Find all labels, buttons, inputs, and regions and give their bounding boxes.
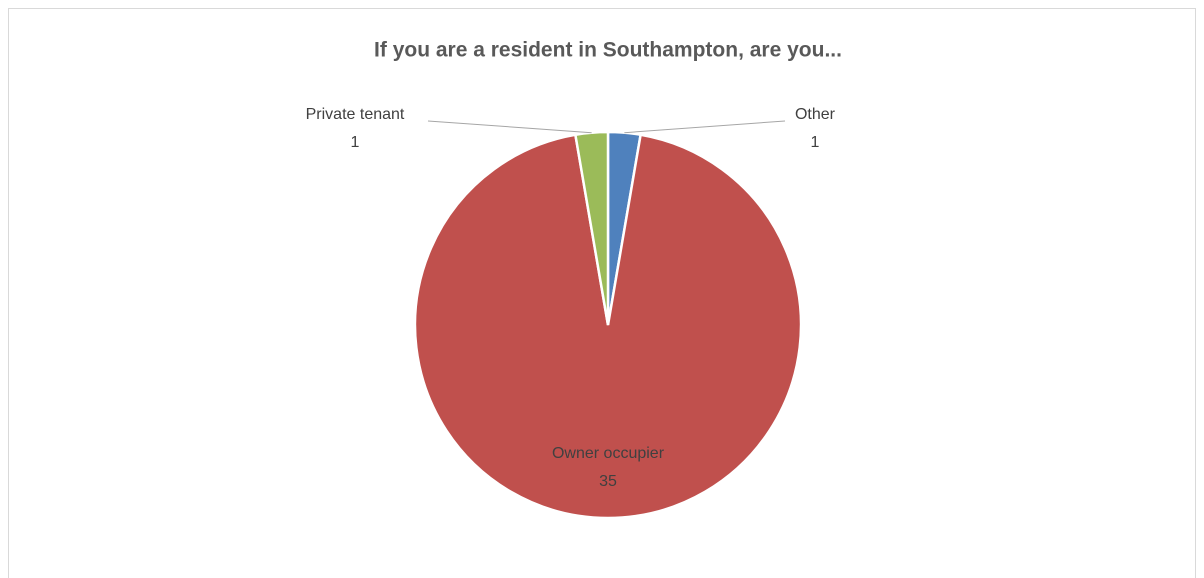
- leader-line: [427, 120, 592, 134]
- chart-title: If you are a resident in Southampton, ar…: [374, 39, 842, 62]
- slice-label: Owner occupier: [552, 445, 665, 462]
- slice-value: 35: [599, 473, 617, 490]
- slice-label: Private tenant: [306, 106, 405, 123]
- slice-label: Other: [795, 106, 836, 123]
- pie-slice: [413, 133, 803, 520]
- slice-value: 1: [351, 134, 360, 151]
- pie-slice: [573, 130, 610, 326]
- slice-value: 1: [811, 134, 820, 151]
- leader-line: [624, 120, 786, 134]
